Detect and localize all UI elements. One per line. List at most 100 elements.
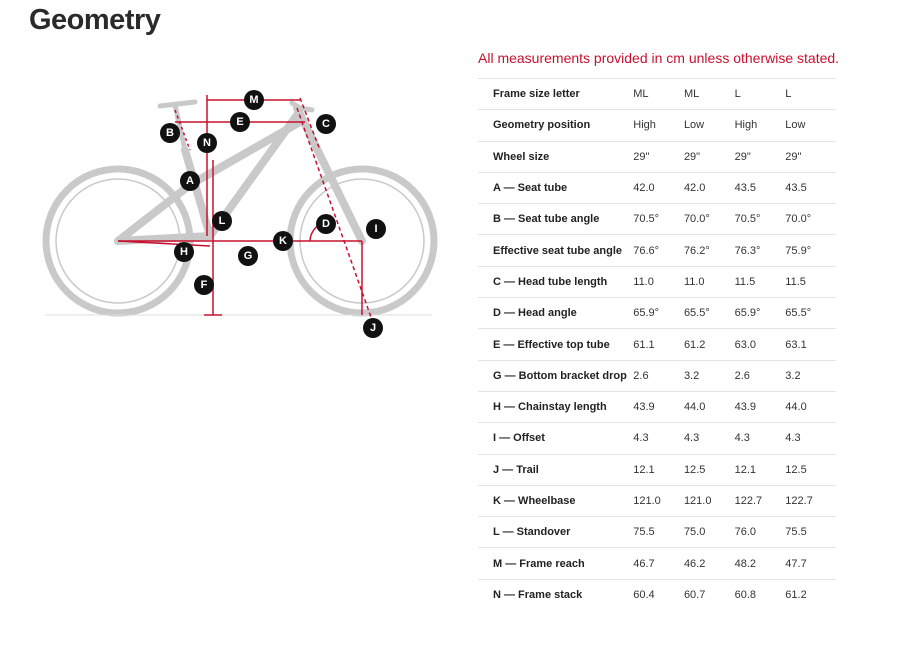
table-row: Effective seat tube angle 76.6° 76.2° 76.3°… [478, 234, 836, 267]
table-row: B — Seat tube angle 70.5° 70.0° 70.5° 70.0° [478, 203, 836, 235]
cell-value: 63.0 [734, 328, 786, 361]
row-label: M — Frame reach [478, 547, 634, 580]
label-L: L [212, 211, 232, 231]
cell-value: 60.8 [734, 578, 786, 611]
cell-value: 12.1 [633, 453, 684, 486]
measurement-note: All measurements provided in cm unless o… [478, 50, 840, 66]
cell-value: 42.0 [683, 171, 735, 204]
cell-value: 70.0° [683, 203, 735, 235]
cell-value: 48.2 [734, 547, 786, 580]
cell-value: 61.1 [633, 328, 684, 361]
cell-value: 60.7 [683, 578, 735, 611]
cell-value: 70.5° [633, 203, 684, 235]
row-label: K — Wheelbase [478, 484, 634, 517]
cell-value: L [734, 77, 786, 110]
table-row: C — Head tube length 11.0 11.0 11.5 11.5 [478, 265, 836, 298]
cell-value: 70.5° [734, 203, 786, 235]
cell-value: 61.2 [785, 578, 836, 611]
row-label: Effective seat tube angle [478, 234, 634, 267]
cell-value: 44.0 [785, 390, 836, 423]
cell-value: L [785, 77, 836, 110]
svg-text:I: I [374, 223, 377, 235]
table-row: Geometry position High Low High Low [478, 109, 836, 142]
cell-value: 76.6° [633, 234, 684, 267]
cell-value: 75.0 [683, 516, 735, 548]
table-row: E — Effective top tube 61.1 61.2 63.0 63.1 [478, 328, 836, 361]
label-N: N [197, 133, 217, 153]
table-row: Frame size letter ML ML L L [478, 77, 836, 110]
cell-value: 12.1 [734, 453, 786, 486]
row-label: C — Head tube length [478, 265, 634, 298]
row-label: G — Bottom bracket drop [478, 359, 634, 392]
svg-text:L: L [219, 215, 226, 227]
label-E: E [230, 112, 250, 132]
svg-text:H: H [180, 246, 188, 258]
table-row: I — Offset 4.3 4.3 4.3 4.3 [478, 422, 836, 455]
label-B: B [160, 123, 180, 143]
cell-value: 75.5 [785, 516, 836, 548]
table-row: D — Head angle 65.9° 65.5° 65.9° 65.5° [478, 297, 836, 329]
row-label: Wheel size [478, 140, 634, 173]
bike-geometry-diagram: M E C B N A L D I K H G F J [42, 90, 438, 338]
row-label: L — Standover [478, 516, 634, 548]
row-label: H — Chainstay length [478, 390, 634, 423]
table-row: J — Trail 12.1 12.5 12.1 12.5 [478, 453, 836, 486]
cell-value: 29" [785, 140, 836, 173]
cell-value: 47.7 [785, 547, 836, 580]
cell-value: 4.3 [683, 422, 735, 455]
cell-value: 75.9° [785, 234, 836, 267]
cell-value: 43.5 [734, 171, 786, 204]
row-label: B — Seat tube angle [478, 203, 634, 235]
table-row: M — Frame reach 46.7 46.2 48.2 47.7 [478, 547, 836, 580]
cell-value: 63.1 [785, 328, 836, 361]
cell-value: 76.3° [734, 234, 786, 267]
cell-value: 3.2 [785, 359, 836, 392]
label-F: F [194, 275, 214, 295]
label-M: M [244, 90, 264, 110]
svg-text:K: K [279, 235, 287, 247]
row-label: A — Seat tube [478, 171, 634, 204]
table-row: G — Bottom bracket drop 2.6 3.2 2.6 3.2 [478, 359, 836, 392]
cell-value: 46.7 [633, 547, 684, 580]
table-row: H — Chainstay length 43.9 44.0 43.9 44.0 [478, 390, 836, 423]
cell-value: 76.2° [683, 234, 735, 267]
cell-value: 11.0 [633, 265, 684, 298]
cell-value: 3.2 [683, 359, 735, 392]
row-label: E — Effective top tube [478, 328, 634, 361]
cell-value: ML [683, 77, 735, 110]
cell-value: 65.5° [785, 297, 836, 329]
cell-value: 11.0 [683, 265, 735, 298]
row-label: N — Frame stack [478, 578, 634, 611]
cell-value: 4.3 [633, 422, 684, 455]
svg-text:B: B [166, 127, 174, 139]
table-row: N — Frame stack 60.4 60.7 60.8 61.2 [478, 578, 836, 611]
label-K: K [273, 231, 293, 251]
cell-value: 4.3 [734, 422, 786, 455]
label-I: I [366, 219, 386, 239]
cell-value: 4.3 [785, 422, 836, 455]
table-row: K — Wheelbase 121.0 121.0 122.7 122.7 [478, 484, 836, 517]
label-J: J [363, 318, 383, 338]
geometry-table: Frame size letter ML ML L L Geometry position… [478, 77, 836, 611]
row-label: Frame size letter [478, 77, 634, 110]
row-label: I — Offset [478, 422, 634, 455]
label-D: D [316, 214, 336, 234]
cell-value: 29" [633, 140, 684, 173]
cell-value: 44.0 [683, 390, 735, 423]
cell-value: 2.6 [734, 359, 786, 392]
cell-value: High [734, 109, 786, 142]
svg-text:G: G [244, 250, 253, 262]
cell-value: 121.0 [683, 484, 735, 517]
cell-value: 65.5° [683, 297, 735, 329]
cell-value: Low [785, 109, 836, 142]
page-title: Geometry [29, 4, 161, 36]
label-A: A [180, 171, 200, 191]
svg-text:C: C [322, 118, 330, 130]
cell-value: 2.6 [633, 359, 684, 392]
cell-value: 11.5 [785, 265, 836, 298]
table-row: Wheel size 29" 29" 29" 29" [478, 140, 836, 173]
cell-value: 75.5 [633, 516, 684, 548]
row-label: D — Head angle [478, 297, 634, 329]
cell-value: 11.5 [734, 265, 786, 298]
label-G: G [238, 246, 258, 266]
